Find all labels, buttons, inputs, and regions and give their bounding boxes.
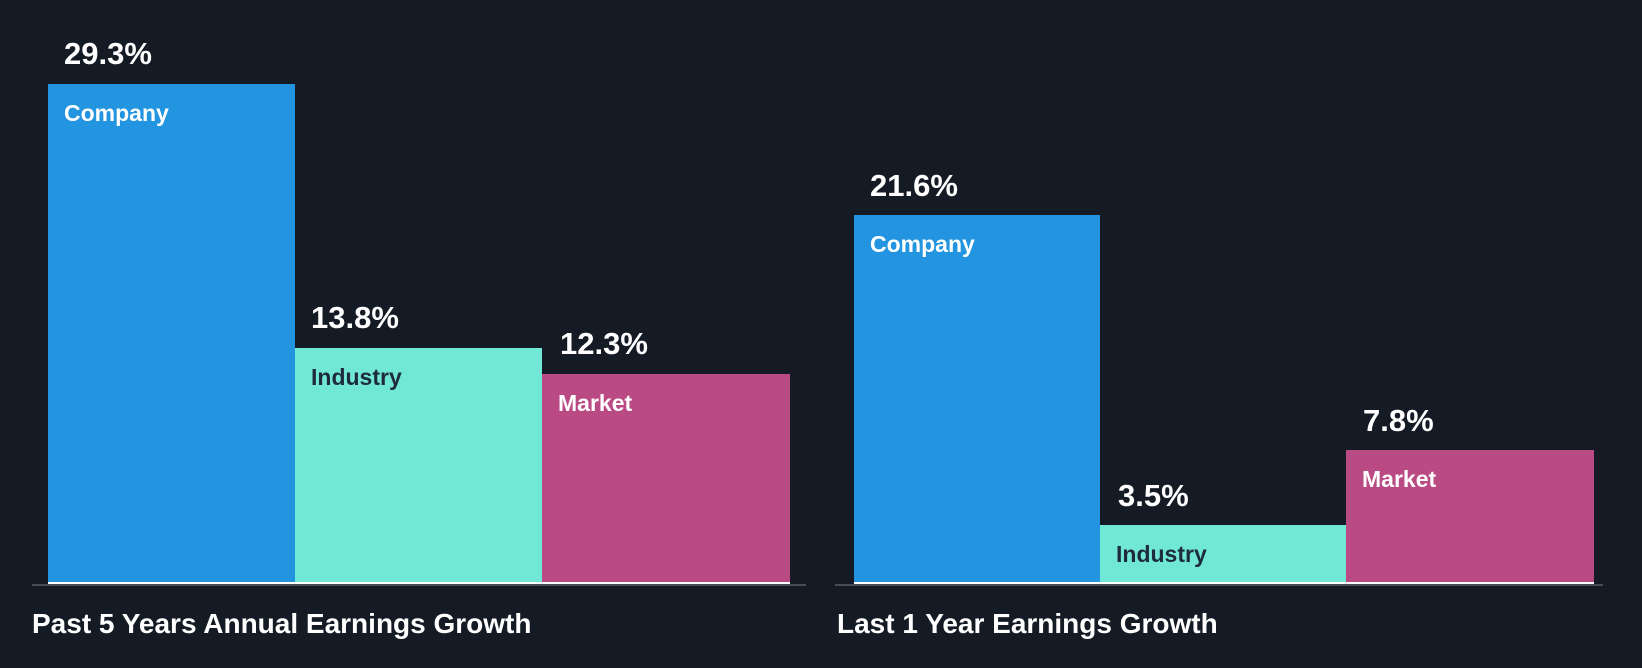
chart-past-5-years: 29.3% Company 13.8% Industry 12.3% Marke… [32,36,806,639]
company-bar: Company [854,215,1100,584]
industry-bar-label: Industry [311,364,402,390]
company-bar-label: Company [64,100,169,126]
market-bar: Market [542,374,790,584]
market-value-label: 12.3% [560,326,648,361]
chart-title: Last 1 Year Earnings Growth [837,608,1218,639]
bar-baseline [48,582,790,585]
industry-bar: Industry [1100,525,1346,584]
company-value-label: 29.3% [64,36,152,71]
bar-baseline [854,582,1594,585]
x-axis-line [835,584,1603,586]
x-axis-line [32,584,806,586]
company-bar: Company [48,84,295,584]
industry-bar: Industry [295,348,542,584]
market-value-label: 7.8% [1363,403,1434,438]
industry-value-label: 3.5% [1118,478,1189,513]
industry-value-label: 13.8% [311,300,399,335]
market-bar-label: Market [558,390,633,416]
chart-title: Past 5 Years Annual Earnings Growth [32,608,532,639]
company-bar-label: Company [870,231,975,257]
market-bar-label: Market [1362,466,1437,492]
company-value-label: 21.6% [870,168,958,203]
industry-bar-label: Industry [1116,541,1207,567]
chart-last-1-year: 21.6% Company 3.5% Industry 7.8% Market … [821,0,1642,668]
market-bar: Market [1346,450,1594,584]
